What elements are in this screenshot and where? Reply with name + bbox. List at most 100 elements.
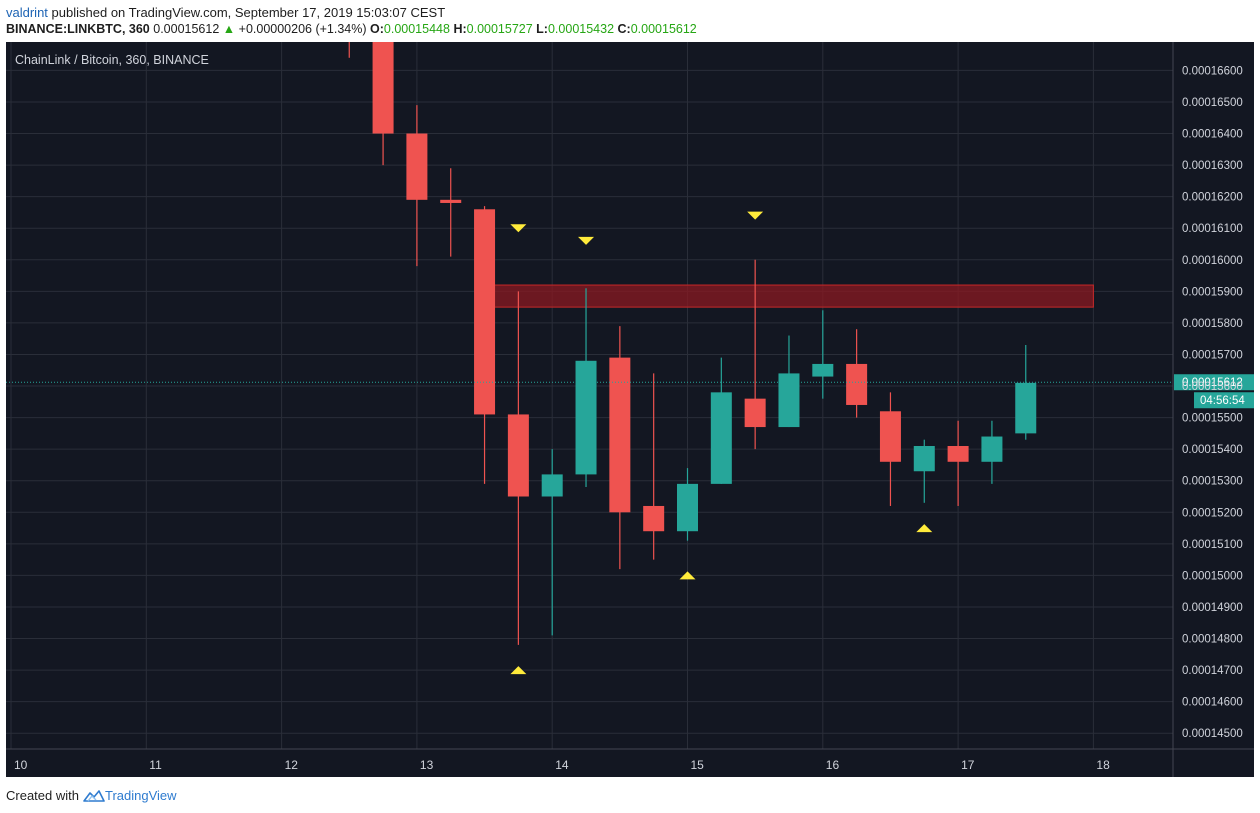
candle-body xyxy=(575,360,597,475)
candle-body xyxy=(643,505,665,532)
y-tick-label: 0.00015500 xyxy=(1182,413,1243,425)
y-tick-label: 0.00015900 xyxy=(1182,286,1243,298)
change-up-icon: ▲ xyxy=(222,22,236,36)
candle xyxy=(643,373,665,560)
y-tick-label: 0.00016100 xyxy=(1182,223,1243,235)
signal-marker-up xyxy=(679,571,696,580)
candle xyxy=(778,335,800,428)
y-tick-label: 0.00014600 xyxy=(1182,697,1243,709)
candle xyxy=(812,310,834,399)
candles xyxy=(338,7,1037,645)
price-line-layer: 0.00015612 04:56:54 xyxy=(6,374,1254,409)
y-tick-label: 0.00016500 xyxy=(1182,97,1243,109)
y-tick-label: 0.00015000 xyxy=(1182,570,1243,582)
last-price: 0.00015612 xyxy=(153,22,220,36)
current-price-label: 0.00015612 xyxy=(1182,377,1243,389)
low-value: 0.00015432 xyxy=(547,22,615,36)
candle xyxy=(913,439,935,503)
candle-body xyxy=(846,363,868,405)
y-tick-label: 0.00014800 xyxy=(1182,634,1243,646)
published-text: published on TradingView.com, September … xyxy=(51,5,446,20)
candle-body xyxy=(440,199,462,203)
tradingview-link[interactable]: TradingView xyxy=(83,788,177,803)
candle xyxy=(406,105,428,267)
candle xyxy=(507,291,529,645)
open-label: O: xyxy=(370,22,384,36)
y-tick-label: 0.00015400 xyxy=(1182,444,1243,456)
publish-info: valdrint published on TradingView.com, S… xyxy=(6,5,445,20)
y-tick-label: 0.00014900 xyxy=(1182,602,1243,614)
change-value: +0.00000206 (+1.34%) xyxy=(238,22,367,36)
open-value: 0.00015448 xyxy=(383,22,450,36)
y-tick-label: 0.00015300 xyxy=(1182,476,1243,488)
x-tick-label: 12 xyxy=(285,758,299,772)
candle xyxy=(947,420,969,506)
candle xyxy=(710,357,732,484)
chart-container[interactable]: 0.00015612 04:56:54 0.00014500 0.00014600 0… xyxy=(6,7,1254,777)
candle-body xyxy=(981,436,1003,462)
x-tick-label: 14 xyxy=(555,758,569,772)
y-tick-label: 0.00016400 xyxy=(1182,129,1243,141)
x-tick-label: 17 xyxy=(961,758,975,772)
footer: Created with TradingView xyxy=(6,788,177,803)
chart-title: ChainLink / Bitcoin, 360, BINANCE xyxy=(15,53,209,67)
candle xyxy=(609,326,631,570)
y-tick-label: 0.00016300 xyxy=(1182,160,1243,172)
y-tick-label: 0.00016200 xyxy=(1182,192,1243,204)
low-label: L: xyxy=(536,22,548,36)
candle xyxy=(1015,345,1037,440)
signal-marker-up xyxy=(916,524,933,533)
candle xyxy=(474,206,496,484)
created-with-label: Created with xyxy=(6,788,79,803)
y-tick-label: 0.00016600 xyxy=(1182,65,1243,77)
resistance-zone-layer xyxy=(484,284,1094,308)
candle-body xyxy=(1015,382,1037,434)
y-tick-label: 0.00015700 xyxy=(1182,349,1243,361)
y-tick-label: 0.00015100 xyxy=(1182,539,1243,551)
signal-marker-up xyxy=(510,666,527,675)
candle xyxy=(440,168,462,257)
candle-body xyxy=(879,411,901,462)
candle-body xyxy=(677,483,698,532)
y-tick-label: 0.00014700 xyxy=(1182,665,1243,677)
y-tick-label: 0.00015800 xyxy=(1182,318,1243,330)
candle-body xyxy=(541,474,563,497)
candle-body xyxy=(710,392,732,484)
y-tick-label: 0.00014500 xyxy=(1182,728,1243,740)
current-price-tag xyxy=(1174,374,1254,391)
x-tick-label: 18 xyxy=(1096,758,1110,772)
high-value: 0.00015727 xyxy=(466,22,533,36)
y-tick-label: 0.00015600 xyxy=(1182,381,1243,393)
candle-body xyxy=(812,363,834,377)
candle-body xyxy=(474,209,496,415)
candle xyxy=(879,392,901,506)
candle-body xyxy=(507,414,529,497)
tradingview-brand: TradingView xyxy=(104,788,177,803)
x-tick-label: 15 xyxy=(691,758,705,772)
markers xyxy=(510,211,933,675)
candle xyxy=(677,468,698,541)
axes: 0.00014500 0.00014600 0.00014700 0.00014800… xyxy=(6,42,1254,777)
candle-body xyxy=(372,7,394,134)
candle-body xyxy=(778,373,800,428)
y-tick-label: 0.00016000 xyxy=(1182,255,1243,267)
close-value: 0.00015612 xyxy=(630,22,697,36)
signal-marker-down xyxy=(747,211,764,220)
x-tick-label: 13 xyxy=(420,758,434,772)
candle-body xyxy=(406,133,428,200)
author-link[interactable]: valdrint xyxy=(6,5,48,20)
candle-body xyxy=(609,357,631,513)
candle xyxy=(981,420,1003,484)
candle xyxy=(575,288,597,488)
high-label: H: xyxy=(453,22,467,36)
symbol-label: BINANCE:LINKBTC, 360 xyxy=(6,22,150,36)
y-tick-label: 0.00015200 xyxy=(1182,507,1243,519)
ohlc-header: BINANCE:LINKBTC, 360 0.00015612 ▲ +0.000… xyxy=(6,22,697,36)
tradingview-logo-icon xyxy=(83,789,105,802)
x-tick-label: 11 xyxy=(149,758,162,772)
signal-marker-down xyxy=(510,224,527,233)
candle-body xyxy=(913,446,935,472)
x-tick-label: 16 xyxy=(826,758,840,772)
candle-body xyxy=(744,398,766,428)
